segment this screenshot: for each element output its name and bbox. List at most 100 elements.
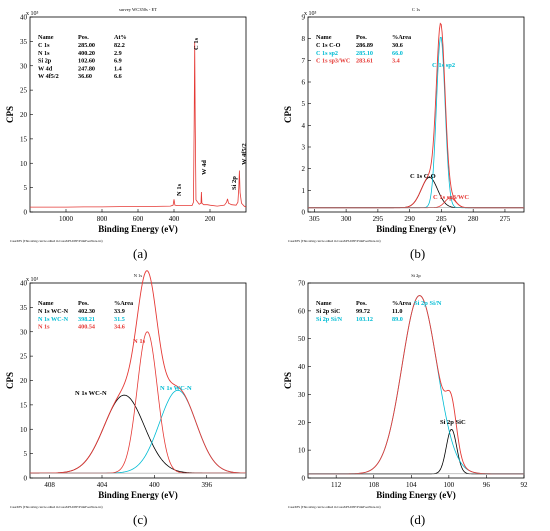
plot-frame [307, 16, 525, 213]
peak-label: W 4d [201, 160, 208, 175]
table-header-cell: Pos. [78, 300, 89, 307]
x-tick-label: 104 [406, 481, 417, 489]
peak-label: C 1s [193, 37, 200, 50]
y-tick-label: 1 [302, 187, 306, 195]
table-header-cell: Pos. [78, 34, 89, 41]
y-tick-label: 35 [20, 38, 28, 46]
table-row-name: N 1s [38, 50, 50, 57]
x-tick-label: 200 [205, 215, 216, 223]
table-row-value: 66.0 [392, 50, 403, 57]
y-multiplier: x 10³ [26, 11, 39, 17]
table-row-value: 2.9 [114, 50, 122, 57]
table-header-cell: %Area [114, 300, 133, 307]
y-axis-label: CPS [5, 372, 15, 389]
x-axis-label: Binding Energy (eV) [376, 224, 456, 234]
table-row-value: 6.6 [114, 73, 122, 80]
footer-note: CasaXPS (This string can be edited in Ca… [10, 505, 103, 509]
y-tick-label: 2 [302, 165, 306, 173]
x-tick-label: 92 [521, 481, 529, 489]
x-tick-label: 300 [341, 215, 352, 223]
footer-note: CasaXPS (This string can be edited in Ca… [288, 239, 381, 243]
y-tick-label: 30 [20, 328, 28, 336]
table-row-name: Si 2p SiC [316, 308, 340, 315]
peak-label: C 1s sp3/WC [433, 194, 469, 201]
table-row-pos: 398.21 [78, 316, 95, 323]
x-tick-label: 404 [97, 481, 108, 489]
chart-panel-2: N 1s x 10¹ 0 5 10 15 20 25 30 35 40 408 404 400 396 Bin… [5, 270, 247, 509]
table-row-name: C 1s [38, 42, 50, 49]
y-tick-label: 15 [20, 401, 28, 409]
x-tick-label: 1000 [59, 215, 74, 223]
table-header-cell: At% [114, 34, 127, 41]
y-tick-label: 8 [302, 35, 306, 43]
y-tick-label: 5 [24, 184, 28, 192]
x-tick-label: 396 [201, 481, 212, 489]
x-tick-label: 100 [444, 481, 455, 489]
y-tick-label: 15 [20, 135, 28, 143]
chart-panel-0: survey WC350s - ET x 10³ 0 5 10 15 20 25 30 35 40 1… [5, 7, 247, 243]
plot-frame [29, 16, 247, 213]
plot-frame [307, 282, 525, 479]
x-axis-label: Binding Energy (eV) [376, 490, 456, 500]
x-tick-label: 600 [133, 215, 144, 223]
x-tick-label: 800 [97, 215, 108, 223]
component-peak-line-0 [308, 176, 524, 209]
peak-label: C 1s C-O [410, 173, 436, 180]
component-peak-line-2 [30, 331, 246, 474]
table-row-value: 33.9 [114, 308, 125, 315]
x-tick-label: 112 [331, 481, 342, 489]
y-multiplier: x 10³ [304, 11, 317, 17]
y-tick-label: 50 [298, 335, 306, 343]
x-tick-label: 108 [368, 481, 379, 489]
table-row-value: 82.2 [114, 42, 125, 49]
table-row-pos: 285.10 [356, 50, 373, 57]
table-row-name: N 1s WC-N [38, 316, 69, 323]
table-row-name: N 1s [38, 324, 50, 331]
chart-panel-3: Si 2p 0 10 20 30 40 50 60 70 112 108 104 100 96 92 Bind… [283, 273, 528, 509]
table-row-value: 30.6 [392, 42, 403, 49]
y-tick-label: 40 [298, 363, 306, 371]
table-row-pos: 102.60 [78, 58, 95, 65]
x-tick-label: 305 [309, 215, 320, 223]
table-row-name: W 4f5/2 [38, 73, 59, 80]
table-row-name: C 1s C-O [316, 42, 341, 49]
peak-label: Si 2p [231, 176, 238, 190]
table-header-cell: Name [316, 34, 332, 41]
table-row-name: C 1s sp2 [316, 50, 338, 57]
panel-letter-b: (b) [410, 246, 426, 261]
chart-panel-1: C 1s x 10³ 0 1 2 3 4 5 6 7 8 9 305 300 295 290 285 280 275… [283, 7, 525, 243]
table-row-name: W 4d [38, 65, 53, 72]
panel-letter-d: (d) [410, 512, 426, 527]
peak-label: N 1s [176, 183, 183, 196]
peak-label: N 1s WC-N [75, 390, 107, 397]
y-tick-label: 20 [20, 111, 28, 119]
y-tick-label: 40 [20, 280, 28, 288]
chart-title: C 1s [412, 7, 420, 12]
y-tick-label: 6 [302, 79, 306, 87]
chart-title: N 1s [134, 273, 143, 278]
table-header-cell: %Area [392, 300, 411, 307]
y-tick-label: 20 [20, 377, 28, 385]
table-row-pos: 283.61 [356, 58, 373, 65]
x-tick-label: 280 [468, 215, 479, 223]
x-tick-label: 400 [169, 215, 180, 223]
y-tick-label: 10 [20, 160, 28, 168]
panel-letter-c: (c) [133, 512, 148, 527]
y-tick-label: 10 [298, 447, 306, 455]
y-tick-label: 25 [20, 87, 28, 95]
y-tick-label: 20 [298, 419, 306, 427]
peak-label: C 1s sp2 [432, 62, 455, 69]
y-tick-label: 0 [302, 209, 306, 217]
y-axis-label: CPS [283, 372, 293, 389]
y-axis-label: CPS [283, 106, 293, 123]
table-row-pos: 99.72 [356, 308, 370, 315]
peak-label: N 1s [133, 338, 146, 345]
table-row-pos: 103.12 [356, 316, 373, 323]
y-tick-label: 30 [298, 391, 306, 399]
table-header-cell: Name [316, 300, 332, 307]
table-row-value: 11.0 [392, 308, 403, 315]
x-axis-label: Binding Energy (eV) [98, 224, 178, 234]
chart-title: survey WC350s - ET [119, 7, 157, 12]
envelope-line [30, 270, 247, 474]
